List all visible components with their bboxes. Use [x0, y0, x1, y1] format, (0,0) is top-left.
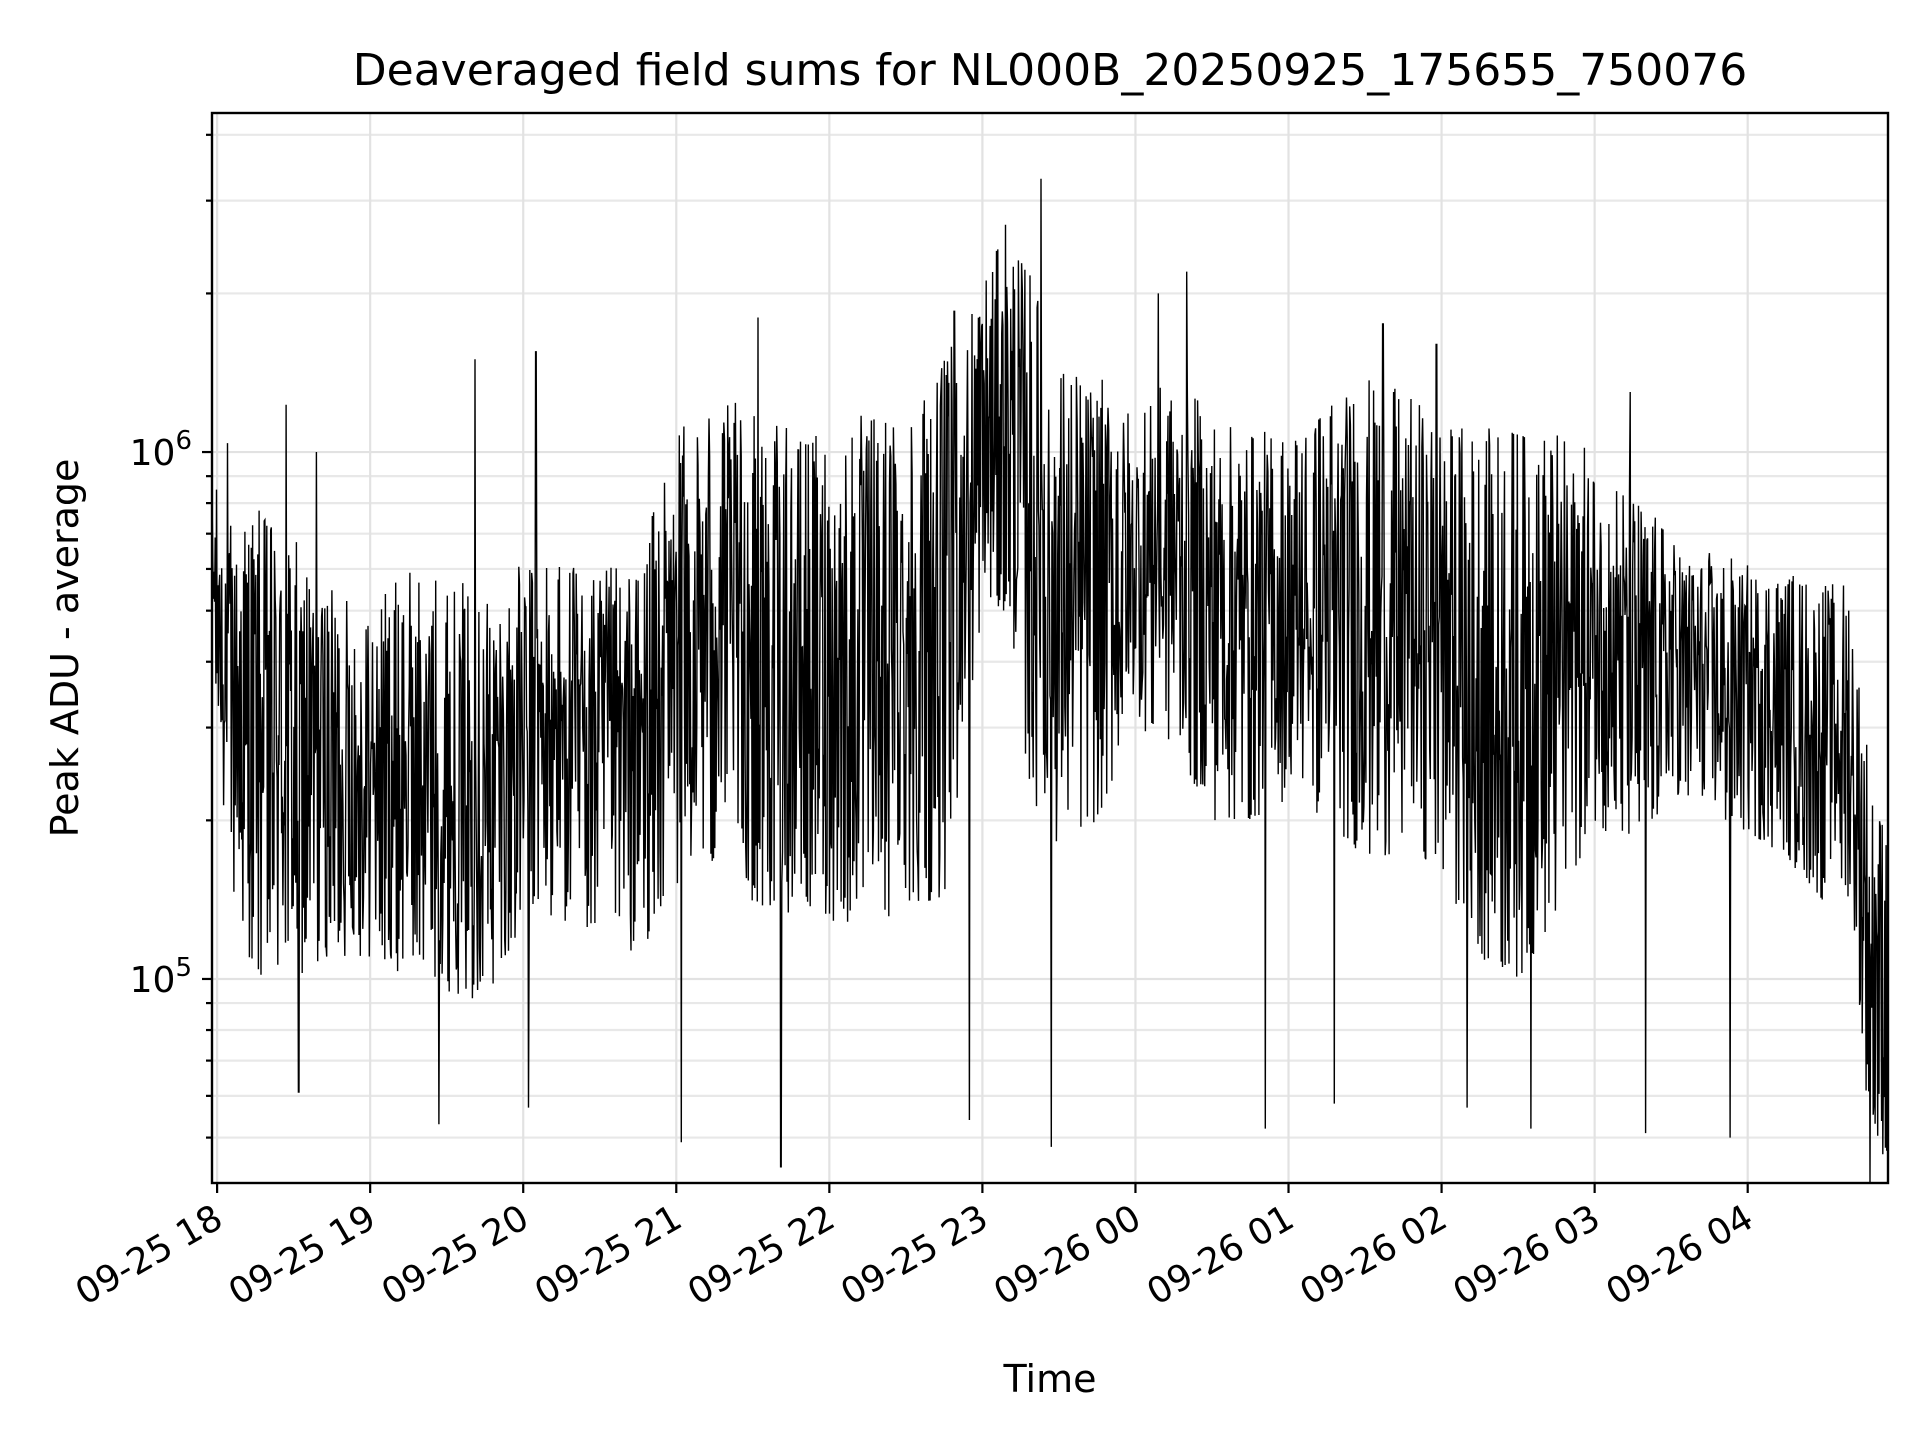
- x-axis-label: Time: [1003, 1357, 1097, 1401]
- x-tick-label: 09-25 23: [834, 1197, 995, 1313]
- x-tick-label: 09-25 21: [528, 1197, 689, 1313]
- x-tick-label: 09-26 00: [987, 1197, 1148, 1313]
- x-tick-label: 09-26 02: [1293, 1197, 1454, 1313]
- series-line: [211, 178, 1889, 1184]
- y-tick-label: 105: [130, 953, 192, 1001]
- y-axis-label: Peak ADU - average: [43, 459, 87, 838]
- x-tick-label: 09-25 22: [681, 1197, 842, 1313]
- chart-title: Deaveraged field sums for NL000B_2025092…: [353, 45, 1747, 96]
- x-tick-label: 09-25 19: [222, 1197, 383, 1313]
- y-tick-label: 106: [130, 426, 192, 474]
- plot-frame: [210, 111, 1890, 1185]
- x-tick-label: 09-26 01: [1140, 1197, 1301, 1313]
- x-tick-label: 09-26 03: [1446, 1197, 1607, 1313]
- x-tick-label: 09-26 04: [1600, 1197, 1761, 1313]
- x-tick-label: 09-25 20: [375, 1197, 536, 1313]
- x-tick-label: 09-25 18: [69, 1197, 230, 1313]
